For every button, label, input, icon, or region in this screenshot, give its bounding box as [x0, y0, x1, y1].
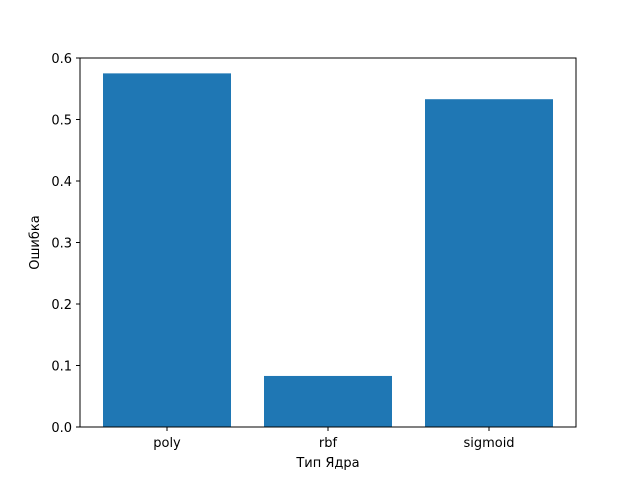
bars-group	[103, 73, 553, 427]
x-axis-label: Тип Ядра	[295, 456, 359, 471]
y-axis-ticks: 0.0 0.1 0.2 0.3 0.4 0.5 0.6	[51, 52, 80, 436]
x-tick-label-rbf: rbf	[319, 436, 338, 451]
y-tick-label: 0.6	[51, 52, 72, 67]
y-tick-label: 0.4	[51, 175, 72, 190]
y-tick-label: 0.2	[51, 298, 72, 313]
y-tick-label: 0.0	[51, 421, 72, 436]
bar-rbf	[264, 375, 392, 427]
bar-poly	[103, 73, 231, 427]
plot-area-frame	[79, 57, 577, 428]
x-tick-label-poly: poly	[153, 436, 181, 451]
y-tick-label: 0.1	[51, 360, 72, 375]
x-axis-ticks: poly rbf sigmoid	[153, 427, 515, 451]
x-tick-label-sigmoid: sigmoid	[463, 436, 514, 451]
y-tick-label: 0.3	[51, 237, 72, 252]
bar-sigmoid	[425, 99, 553, 427]
y-tick-label: 0.5	[51, 114, 72, 129]
y-axis-label: Ошибка	[28, 215, 43, 269]
